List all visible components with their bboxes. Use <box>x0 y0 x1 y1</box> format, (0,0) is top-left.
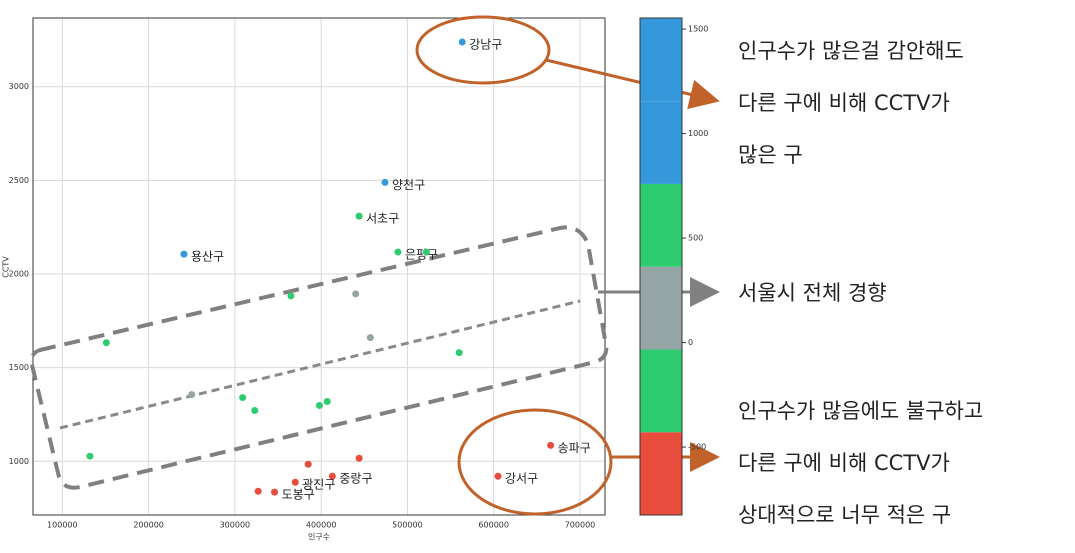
point <box>381 178 389 186</box>
trend-line <box>59 299 581 430</box>
annotation: 다른 구에 비해 CCTV가 <box>738 91 950 115</box>
y-tick-label: 2000 <box>9 269 29 278</box>
point <box>352 290 360 298</box>
colorbar-tick-label: 1500 <box>688 25 708 34</box>
colorbar-segment <box>640 18 682 102</box>
point <box>271 488 279 496</box>
point <box>547 441 555 449</box>
colorbar-segment <box>640 349 682 433</box>
colorbar-frame <box>639 17 683 516</box>
x-axis-label: 인구수 <box>308 532 330 542</box>
point <box>188 391 196 399</box>
colorbar-tick-label: -500 <box>688 443 706 452</box>
arrow <box>545 58 720 110</box>
plot-area <box>33 18 605 515</box>
annotation: 서울시 전체 경향 <box>738 281 887 305</box>
annotation: 인구수가 많은걸 감안해도 <box>738 39 964 63</box>
point <box>102 339 110 347</box>
point <box>291 478 299 486</box>
y-tick-label: 1000 <box>9 457 29 466</box>
point-label: 중랑구 <box>339 472 372 486</box>
point-label: 서초구 <box>366 212 399 226</box>
colorbar-segment <box>640 183 682 267</box>
point-label: 양천구 <box>392 177 425 192</box>
point <box>455 349 463 357</box>
colorbar-segment <box>640 266 682 350</box>
y-tick-label: 1500 <box>9 363 29 372</box>
point <box>180 250 188 258</box>
y-axis-label: CCTV <box>2 256 11 278</box>
highlight-ellipse <box>457 408 613 516</box>
point <box>394 248 402 256</box>
point <box>251 407 259 415</box>
x-tick-label: 700000 <box>565 521 596 530</box>
point <box>323 398 331 406</box>
colorbar-tick-label: 500 <box>688 234 703 243</box>
point <box>458 38 466 46</box>
x-tick-label: 100000 <box>47 521 78 530</box>
point <box>254 487 262 495</box>
point <box>239 394 247 402</box>
point <box>422 248 430 256</box>
point-label: 강남구 <box>469 37 502 51</box>
colorbar-tick-label: 0 <box>688 338 693 347</box>
point <box>494 472 502 480</box>
y-tick-label: 2500 <box>9 176 29 185</box>
point-label: 강서구 <box>505 472 538 486</box>
x-tick-label: 300000 <box>220 521 251 530</box>
point <box>366 334 374 342</box>
annotation: 많은 구 <box>738 143 803 167</box>
point <box>304 460 312 468</box>
point <box>287 292 295 300</box>
x-tick-label: 500000 <box>392 521 423 530</box>
x-tick-label: 600000 <box>478 521 509 530</box>
trend-box <box>29 225 609 490</box>
highlight-ellipse <box>415 15 551 85</box>
annotation: 인구수가 많음에도 불구하고 <box>738 399 983 423</box>
point <box>315 401 323 409</box>
annotation: 다른 구에 비해 CCTV가 <box>738 451 950 475</box>
point <box>355 454 363 462</box>
y-tick-label: 3000 <box>9 82 29 91</box>
colorbar-segment <box>640 432 682 515</box>
x-tick-label: 400000 <box>306 521 337 530</box>
point <box>355 212 363 220</box>
x-tick-label: 200000 <box>133 521 164 530</box>
annotation: 상대적으로 너무 적은 구 <box>738 503 951 527</box>
point-label: 도봉구 <box>282 488 315 502</box>
point-label: 송파구 <box>558 441 591 455</box>
point-label: 광진구 <box>302 478 335 492</box>
point-label: 은평구 <box>405 248 438 262</box>
point-label: 용산구 <box>191 250 224 264</box>
plot-frame <box>32 17 606 516</box>
point <box>86 452 94 460</box>
colorbar-tick-label: 1000 <box>688 129 708 138</box>
point <box>328 472 336 480</box>
colorbar-segment <box>640 101 682 184</box>
